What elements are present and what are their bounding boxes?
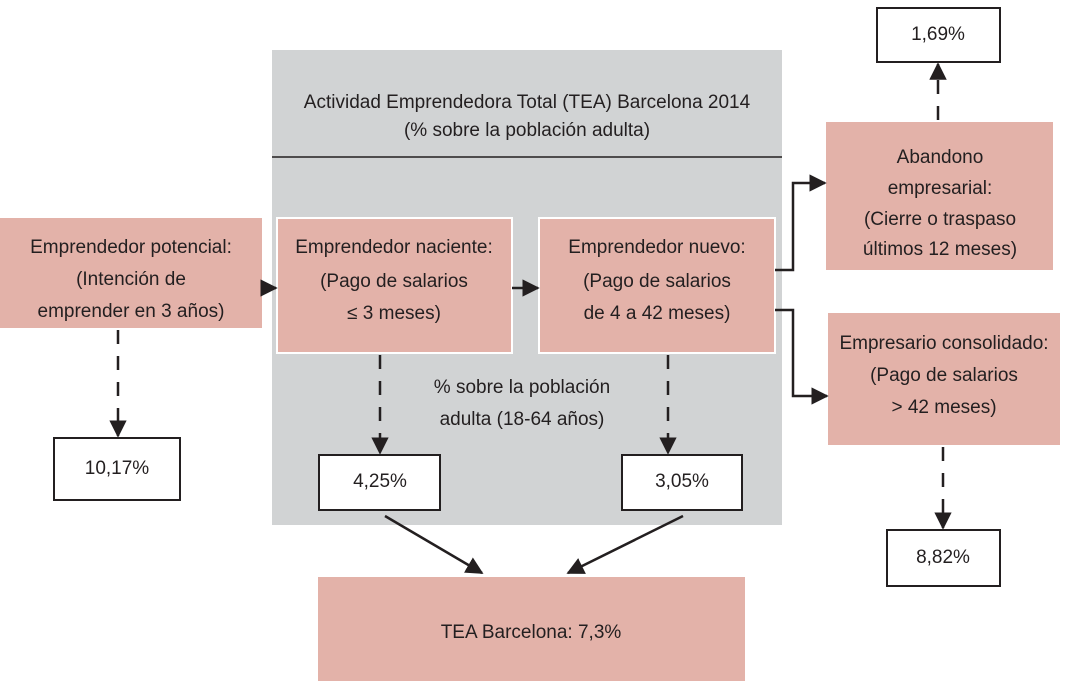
- value-box: [876, 7, 1001, 63]
- node-text: Empresario consolidado:: [839, 333, 1048, 354]
- node-text: TEA Barcelona: 7,3%: [441, 622, 622, 643]
- node-text: emprender en 3 años): [38, 301, 225, 322]
- node-text: ≤ 3 meses): [347, 303, 441, 324]
- value-text: 10,17%: [85, 458, 150, 479]
- node-box: [318, 577, 745, 681]
- node-text: (Pago de salarios: [320, 271, 468, 292]
- value-box: [318, 454, 441, 511]
- node-text: > 42 meses): [891, 397, 996, 418]
- panel-title: Actividad Emprendedora Total (TEA) Barce…: [304, 92, 751, 113]
- node-box: [826, 122, 1053, 270]
- node-text: Abandono: [897, 147, 984, 168]
- value-box: [621, 454, 743, 511]
- node-box: [0, 218, 262, 328]
- node-text: (Pago de salarios: [870, 365, 1018, 386]
- node-text: (Pago de salarios: [583, 271, 731, 292]
- value-box: [886, 529, 1001, 587]
- node-text: Emprendedor naciente:: [295, 237, 493, 258]
- panel-title: (% sobre la población adulta): [404, 120, 650, 141]
- node-box: [828, 313, 1060, 445]
- node-text: Emprendedor potencial:: [30, 237, 232, 258]
- value-text: 4,25%: [353, 471, 407, 492]
- node-text: últimos 12 meses): [863, 239, 1017, 260]
- node-text: (Intención de: [76, 269, 186, 290]
- node-text: (Cierre o traspaso: [864, 209, 1016, 230]
- value-box: [53, 437, 181, 501]
- node-text: Emprendedor nuevo:: [568, 237, 745, 258]
- value-text: 1,69%: [911, 24, 965, 45]
- panel-note: % sobre la población: [434, 377, 610, 398]
- value-text: 3,05%: [655, 471, 709, 492]
- panel-note: adulta (18-64 años): [440, 409, 605, 430]
- node-text: de 4 a 42 meses): [584, 303, 731, 324]
- node-box: [538, 217, 776, 354]
- arrows: [109, 62, 952, 575]
- node-text: empresarial:: [888, 178, 993, 199]
- value-text: 8,82%: [916, 547, 970, 568]
